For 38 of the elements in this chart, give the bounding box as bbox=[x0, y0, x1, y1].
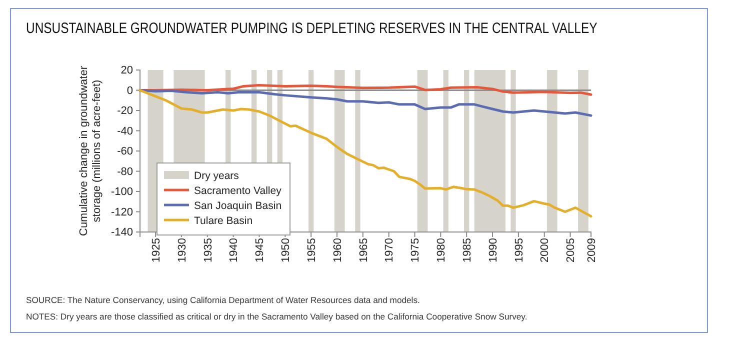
legend-label: Tulare Basin bbox=[194, 215, 253, 227]
x-tick-label: 1945 bbox=[254, 238, 266, 262]
text: NOTES: Dry years are those classified as critical or dry in the Sacramento Valley based on the California Cooperative Snow Survey. bbox=[26, 312, 528, 322]
x-tick-label: 1985 bbox=[461, 238, 474, 262]
x-tick-label: 1980 bbox=[436, 238, 448, 262]
x-tick-label: 1970 bbox=[384, 238, 396, 262]
y-tick-label: -80 bbox=[117, 166, 133, 178]
y-tick-label: -100 bbox=[110, 186, 133, 198]
chart-title: UNSUSTAINABLE GROUNDWATER PUMPING IS DEPLETING RESERVES IN THE CENTRAL VALLEY bbox=[26, 20, 598, 36]
x-tick-label: 1975 bbox=[410, 238, 422, 262]
y-tick-label: -60 bbox=[117, 146, 133, 158]
y-tick-label: -120 bbox=[110, 206, 133, 218]
x-tick-label: 1935 bbox=[202, 238, 214, 262]
x-tick-label: 1925 bbox=[150, 238, 162, 262]
y-tick-label: 0 bbox=[126, 84, 133, 97]
x-tick-label: 1990 bbox=[487, 238, 500, 262]
x-tick-label: 1930 bbox=[176, 238, 188, 262]
x-tick-label: 1940 bbox=[228, 238, 240, 262]
y-tick-label: -40 bbox=[117, 125, 133, 138]
line-series bbox=[138, 84, 592, 96]
x-tick-label: 1960 bbox=[332, 238, 344, 262]
band-label: Dry years bbox=[194, 170, 239, 182]
x-tick-label: 2005 bbox=[565, 238, 578, 262]
x-tick-label: 1950 bbox=[280, 238, 292, 262]
x-tick-label: 2009 bbox=[586, 238, 598, 262]
y-tick-label: -20 bbox=[117, 105, 133, 118]
x-tick-label: 1995 bbox=[513, 238, 526, 262]
source-note: SOURCE: The Nature Conservancy, using California Department of Water Resources data and models. bbox=[26, 295, 420, 305]
x-tick-label: 1965 bbox=[358, 238, 370, 262]
y-tick-label: -140 bbox=[110, 226, 133, 239]
legend-label: Sacramento Valley bbox=[194, 185, 282, 197]
y-tick-label: 20 bbox=[120, 64, 133, 77]
y-axis-title: Cumulative change in groundwater storage (millions of acre-feet) bbox=[78, 66, 103, 236]
x-tick-label: 2000 bbox=[539, 238, 552, 262]
legend-label: San Joaquin Basin bbox=[194, 200, 282, 212]
x-tick-label: 1955 bbox=[306, 238, 318, 262]
line-series bbox=[138, 89, 592, 117]
line-series bbox=[138, 89, 592, 218]
